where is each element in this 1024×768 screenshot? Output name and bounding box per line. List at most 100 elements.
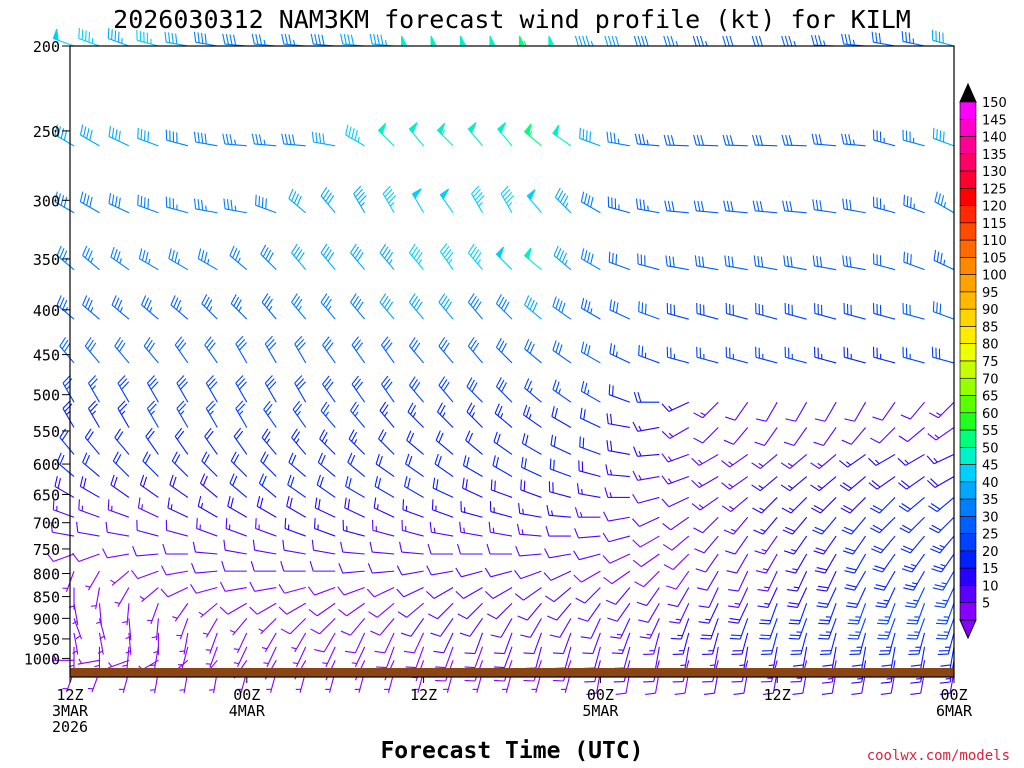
wind-barb — [229, 245, 248, 271]
wind-barb — [310, 617, 336, 635]
wind-barb — [105, 521, 130, 537]
wind-barb — [230, 294, 248, 320]
wind-barb — [338, 563, 365, 574]
wind-barb — [348, 429, 366, 455]
wind-barb — [351, 336, 366, 364]
wind-barb — [523, 632, 542, 655]
wind-barb — [937, 632, 955, 655]
wind-barb — [467, 122, 483, 147]
wind-barb — [255, 518, 277, 537]
wind-barb — [201, 294, 218, 320]
wind-barb — [696, 346, 719, 364]
wind-barb — [490, 479, 513, 498]
wind-barb — [320, 401, 336, 428]
wind-barb — [873, 570, 896, 591]
wind-barb — [661, 453, 689, 463]
wind-barb — [844, 570, 867, 591]
wind-barb — [139, 474, 159, 498]
wind-barb — [840, 497, 866, 514]
wind-barb — [847, 603, 867, 625]
wind-barb — [145, 427, 159, 455]
wind-barb — [928, 497, 955, 513]
wind-barb — [345, 124, 365, 147]
wind-barb — [755, 346, 778, 364]
wind-barb — [609, 343, 631, 364]
wind-barb — [87, 400, 100, 428]
wind-barb — [350, 401, 366, 428]
wind-barb — [606, 131, 630, 147]
wind-barb — [518, 502, 542, 518]
wind-barb — [255, 194, 277, 214]
y-tick-label: 600 — [33, 456, 60, 474]
wind-barb — [814, 303, 837, 320]
wind-barb — [82, 245, 100, 271]
wind-barb — [139, 587, 159, 603]
wind-barb — [847, 618, 867, 640]
wind-barb — [146, 400, 159, 428]
wind-barb — [780, 453, 808, 470]
wind-barb — [868, 453, 896, 466]
wind-barb — [932, 127, 955, 147]
wind-barb — [928, 401, 955, 419]
colorbar-label: 120 — [982, 200, 1007, 215]
wind-barb — [700, 618, 719, 640]
wind-barb — [897, 476, 925, 490]
wind-barb — [308, 602, 336, 617]
x-tick-label: 00Z — [233, 686, 260, 704]
wind-barb — [432, 477, 454, 498]
wind-barb — [814, 346, 837, 364]
wind-barb — [73, 618, 83, 640]
wind-barb — [252, 539, 277, 555]
wind-barb — [403, 632, 425, 654]
wind-barb — [459, 618, 483, 637]
wind-barb — [165, 129, 189, 147]
wind-barb — [408, 122, 425, 147]
wind-barb — [320, 243, 336, 271]
wind-barb — [258, 617, 277, 635]
wind-barb — [926, 453, 955, 465]
wind-barb — [500, 185, 514, 214]
wind-barb — [694, 535, 719, 554]
wind-barb — [632, 493, 660, 504]
wind-barb — [176, 400, 189, 428]
wind-barb — [320, 293, 336, 320]
wind-barb — [366, 587, 395, 598]
wind-barb — [250, 560, 277, 572]
wind-barb — [729, 618, 749, 640]
wind-barb — [839, 453, 866, 468]
wind-barb — [524, 338, 542, 364]
wind-barb — [369, 541, 395, 555]
wind-barb — [602, 553, 631, 564]
wind-barb — [117, 375, 130, 403]
wind-barb — [79, 124, 100, 147]
wind-barb — [632, 470, 660, 481]
x-tick-label: 5MAR — [582, 702, 619, 720]
wind-barb — [292, 646, 307, 668]
wind-barb — [872, 553, 896, 573]
colorbar-label: 145 — [982, 113, 1007, 128]
wind-barb — [488, 521, 513, 537]
wind-barb — [464, 632, 484, 655]
wind-barb — [759, 603, 778, 625]
wind-barb — [810, 453, 837, 470]
wind-barb — [460, 501, 483, 518]
x-tick-label: 2026 — [52, 718, 88, 736]
wind-barb — [723, 516, 749, 535]
wind-barb — [174, 427, 189, 455]
wind-barb — [872, 196, 896, 214]
wind-barb — [280, 617, 307, 635]
wind-barb — [62, 570, 75, 592]
wind-barb — [439, 243, 454, 270]
wind-barb — [722, 35, 748, 47]
wind-barb — [871, 535, 896, 554]
wind-barb — [780, 476, 808, 492]
wind-barb — [579, 407, 601, 428]
wind-barb — [728, 587, 749, 609]
wind-barb — [400, 618, 425, 637]
wind-barb — [811, 133, 837, 147]
wind-barb — [494, 632, 513, 655]
wind-barb — [376, 646, 395, 669]
wind-barb — [517, 602, 542, 621]
wind-barb — [309, 560, 336, 572]
colorbar-segment — [959, 136, 977, 155]
